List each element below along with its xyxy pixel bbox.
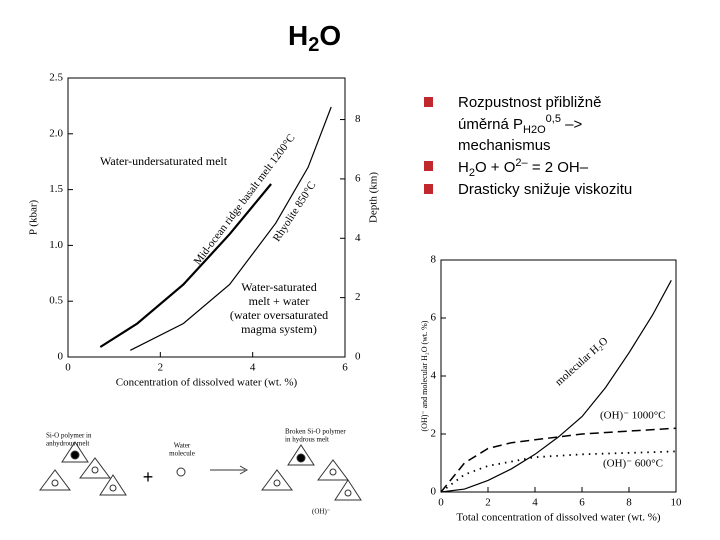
annotation: (water oversaturated <box>230 308 328 322</box>
y-axis-label: (OH)⁻ and molecular H₂O (wt. %) <box>420 320 429 431</box>
y2-axis-label: Depth (km) <box>368 172 380 223</box>
atom <box>296 453 306 463</box>
bullet-marker <box>424 161 433 171</box>
diagram-label: molecule <box>169 450 195 458</box>
x-tick-label: 8 <box>626 497 632 509</box>
sup: 0,5 <box>546 113 561 125</box>
plus: + <box>143 467 154 487</box>
y-tick-label: 2 <box>431 428 437 440</box>
x-tick-label: 10 <box>671 497 683 509</box>
diagram-label: anhydrous melt <box>46 440 89 448</box>
y2-tick-label: 2 <box>355 291 361 303</box>
x-tick-label: 6 <box>579 497 585 509</box>
annotation: magma system) <box>241 322 317 336</box>
atom <box>344 489 352 497</box>
bullet-marker <box>424 184 433 194</box>
y-axis-label: P (kbar) <box>28 200 40 236</box>
text: H <box>458 159 469 176</box>
series-line <box>130 106 332 351</box>
title-sub: 2 <box>308 34 319 56</box>
y-tick-label: 8 <box>431 254 437 266</box>
series-label: (OH)⁻ 600°C <box>603 458 663 470</box>
sup: 2– <box>515 157 528 169</box>
tetrahedra <box>261 444 362 501</box>
y2-tick-label: 4 <box>355 232 361 244</box>
diagram-label: in hydrous melt <box>285 436 329 444</box>
y-tick-label: 2.5 <box>49 72 63 84</box>
bullet-text: Drasticky snižuje viskozitu <box>458 181 632 198</box>
y-tick-label: 1.5 <box>49 183 63 195</box>
series-label: Mid-ocean ridge basalt melt 1200°C <box>192 132 298 267</box>
annotation: Water-saturated <box>241 280 316 294</box>
y-tick-label: 2.0 <box>49 127 63 139</box>
bullet-text: úměrná PH2O0,5 –> <box>458 113 582 136</box>
series-line <box>440 427 677 493</box>
y-tick-label: 0.5 <box>49 295 63 307</box>
arrow <box>210 465 249 475</box>
series-label: Rhyolite 850°C <box>271 180 319 244</box>
x-axis-label: Total concentration of dissolved water (… <box>456 512 661 524</box>
plot-frame <box>67 77 346 358</box>
y2-tick-label: 8 <box>355 113 361 125</box>
diagram-label: Si-O polymer in <box>46 432 92 440</box>
title-part: H <box>288 20 308 51</box>
sub: H2O <box>523 124 546 136</box>
water-molecule <box>176 467 186 477</box>
polymer-diagram: Si-O polymer in anhydrous melt + Water m… <box>39 428 362 516</box>
series-line <box>99 183 272 348</box>
x-tick-label: 0 <box>438 497 444 509</box>
atom <box>273 479 281 487</box>
x-axis-label: Concentration of dissolved water (wt. %) <box>116 377 298 389</box>
series-line <box>440 280 672 493</box>
annotation: melt + water <box>249 294 310 308</box>
x-tick-label: 2 <box>158 362 164 374</box>
text: úměrná P <box>458 116 523 133</box>
title-part: O <box>319 20 341 51</box>
series-line <box>440 450 677 493</box>
series-label: (OH)⁻ 1000°C <box>600 410 666 422</box>
text: O + O <box>475 159 515 176</box>
annotation: Water-undersaturated melt <box>100 154 228 168</box>
atom <box>329 468 337 476</box>
bullet-text: H2O + O2– = 2 OH– <box>458 157 589 179</box>
atom <box>51 479 59 487</box>
sub: 2 <box>469 167 475 179</box>
atom <box>70 450 80 460</box>
bullet-text: mechanismus <box>458 137 551 154</box>
diagram-label: Water <box>174 442 191 450</box>
text: = 2 OH– <box>528 159 589 176</box>
y-tick-label: 0 <box>431 486 437 498</box>
diagram-label: (OH)⁻ <box>312 508 331 516</box>
text: –> <box>561 116 583 133</box>
series-label: molecular H₂O <box>553 335 610 388</box>
tetrahedra <box>39 441 127 496</box>
x-tick-label: 4 <box>250 362 256 374</box>
diagram-label: Broken Si-O polymer <box>285 428 346 436</box>
x-tick-label: 2 <box>485 497 491 509</box>
y-tick-label: 6 <box>431 312 437 324</box>
slide-title: H2O <box>288 20 341 56</box>
atom <box>109 484 117 492</box>
bullet-text: Rozpustnost přibližně <box>458 94 601 111</box>
y2-tick-label: 6 <box>355 172 361 184</box>
y2-tick-label: 0 <box>355 351 361 363</box>
y-tick-label: 4 <box>431 370 437 382</box>
bullet-marker <box>424 97 433 107</box>
y-tick-label: 0 <box>58 351 64 363</box>
y-tick-label: 1.0 <box>49 239 63 251</box>
atom <box>91 466 99 474</box>
x-tick-label: 0 <box>65 362 71 374</box>
x-tick-label: 6 <box>342 362 348 374</box>
x-tick-label: 4 <box>532 497 538 509</box>
